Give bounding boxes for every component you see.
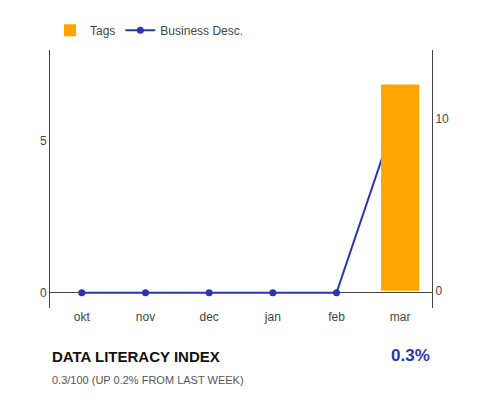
- svg-text:nov: nov: [136, 310, 155, 324]
- svg-text:dec: dec: [199, 310, 218, 324]
- svg-text:jan: jan: [264, 310, 281, 324]
- svg-text:Business Desc.: Business Desc.: [160, 24, 243, 38]
- svg-text:0.3%: 0.3%: [391, 346, 430, 365]
- svg-text:0: 0: [435, 284, 442, 298]
- svg-text:mar: mar: [390, 310, 411, 324]
- svg-text:0.3/100 (UP 0.2% FROM LAST WEE: 0.3/100 (UP 0.2% FROM LAST WEEK): [52, 374, 244, 386]
- svg-text:feb: feb: [328, 310, 345, 324]
- svg-text:0: 0: [40, 286, 47, 300]
- svg-text:5: 5: [40, 134, 47, 148]
- svg-text:10: 10: [435, 112, 449, 126]
- svg-text:okt: okt: [74, 310, 91, 324]
- svg-text:Tags: Tags: [90, 24, 115, 38]
- svg-text:DATA LITERACY INDEX: DATA LITERACY INDEX: [52, 348, 220, 365]
